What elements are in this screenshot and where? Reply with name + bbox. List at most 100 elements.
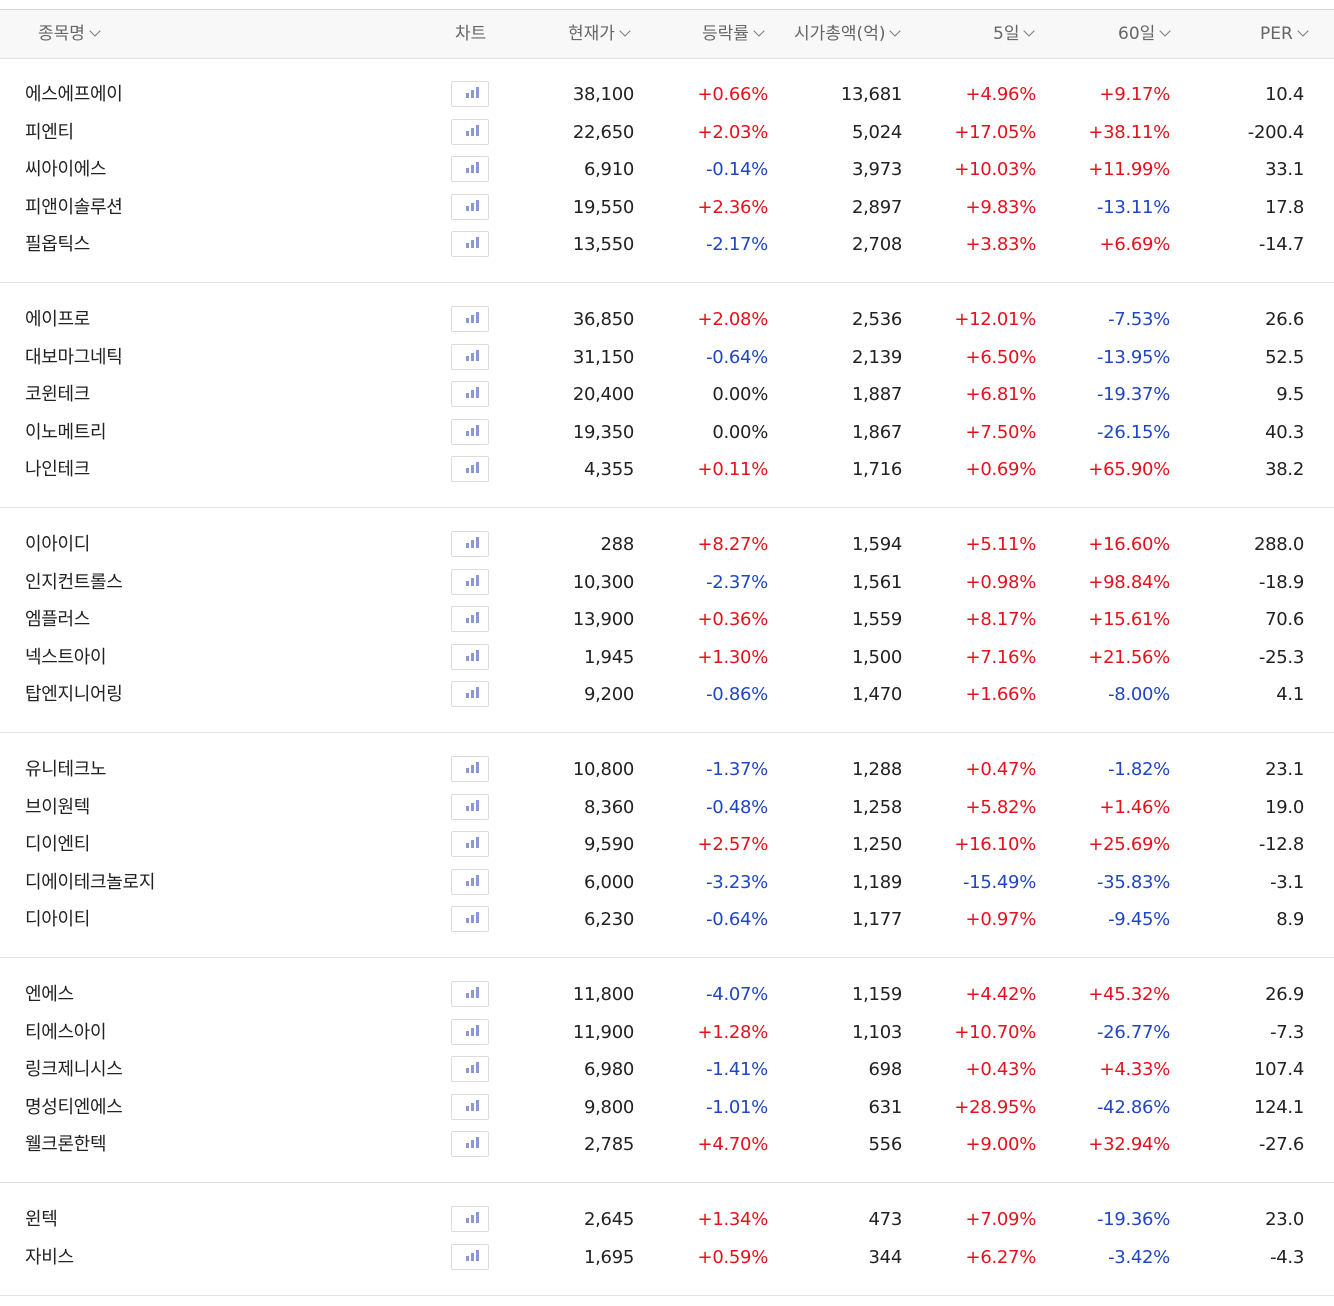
cell-d5: +10.70%: [954, 1021, 1036, 1043]
header-mcap[interactable]: 시가총액(억): [794, 10, 902, 58]
header-name[interactable]: 종목명: [38, 10, 101, 58]
bar-chart-icon[interactable]: [451, 681, 489, 708]
bar-chart-icon-bar: [466, 243, 469, 249]
table-row[interactable]: 엠플러스 13,900 +0.36% 1,559 +8.17% +15.61% 70.6: [0, 601, 1334, 639]
table-row[interactable]: 에스에프에이 38,100 +0.66% 13,681 +4.96% +9.17% 10.4: [0, 76, 1334, 114]
bar-chart-icon[interactable]: [451, 1243, 489, 1270]
chevron-down-icon: [1159, 25, 1171, 37]
table-row[interactable]: 디이엔티 9,590 +2.57% 1,250 +16.10% +25.69% -12.8: [0, 826, 1334, 864]
table-row[interactable]: 에이프로 36,850 +2.08% 2,536 +12.01% -7.53% 26.6: [0, 301, 1334, 339]
bar-chart-icon-bar: [471, 765, 474, 773]
bar-chart-icon[interactable]: [451, 343, 489, 370]
bar-chart-icon[interactable]: [451, 793, 489, 820]
stock-name[interactable]: 넥스트아이: [25, 646, 107, 668]
table-row[interactable]: 엔에스 11,800 -4.07% 1,159 +4.42% +45.32% 26.9: [0, 976, 1334, 1014]
stock-name[interactable]: 에이프로: [25, 309, 91, 330]
stock-name[interactable]: 탑엔지니어링: [25, 684, 123, 706]
table-row[interactable]: 필옵틱스 13,550 -2.17% 2,708 +3.83% +6.69% -14.7: [0, 226, 1334, 264]
cell-price: 2,645: [583, 1209, 634, 1230]
stock-name[interactable]: 에스에프에이: [25, 84, 123, 105]
bar-chart-icon[interactable]: [451, 868, 489, 895]
bar-chart-icon-bar: [471, 1252, 474, 1261]
stock-name[interactable]: 자비스: [25, 1246, 74, 1268]
bar-chart-icon[interactable]: [451, 156, 489, 183]
header-change[interactable]: 등락률: [702, 10, 765, 58]
table-row[interactable]: 넥스트아이 1,945 +1.30% 1,500 +7.16% +21.56% -25.3: [0, 639, 1334, 677]
stock-name[interactable]: 인지컨트롤스: [25, 571, 123, 593]
stock-name[interactable]: 엠플러스: [25, 609, 91, 631]
bar-chart-icon[interactable]: [451, 643, 489, 670]
table-row[interactable]: 브이원텍 8,360 -0.48% 1,258 +5.82% +1.46% 19.0: [0, 789, 1334, 827]
bar-chart-icon[interactable]: [451, 381, 489, 408]
bar-chart-icon[interactable]: [451, 831, 489, 858]
stock-name[interactable]: 씨아이에스: [25, 159, 107, 181]
table-row[interactable]: 코윈테크 20,400 0.00% 1,887 +6.81% -19.37% 9.5: [0, 376, 1334, 414]
bar-chart-icon[interactable]: [451, 981, 489, 1007]
stock-name[interactable]: 디아이티: [25, 909, 91, 931]
table-row[interactable]: 티에스아이 11,900 +1.28% 1,103 +10.70% -26.77% -7.3: [0, 1014, 1334, 1052]
bar-chart-icon[interactable]: [451, 756, 489, 782]
bar-chart-icon[interactable]: [451, 1131, 489, 1158]
bar-chart-icon[interactable]: [451, 193, 489, 220]
stock-name[interactable]: 코윈테크: [25, 384, 91, 406]
stock-name[interactable]: 디이엔티: [25, 834, 91, 856]
bar-chart-icon[interactable]: [451, 568, 489, 595]
stock-name[interactable]: 필옵틱스: [25, 234, 91, 256]
stock-name[interactable]: 디에이테크놀로지: [25, 871, 156, 893]
stock-name[interactable]: 유니테크노: [25, 759, 107, 780]
table-row[interactable]: 피앤이솔루션 19,550 +2.36% 2,897 +9.83% -13.11% 17.8: [0, 189, 1334, 227]
stock-name[interactable]: 이아이디: [25, 534, 91, 555]
cell-d5: +7.16%: [965, 646, 1037, 668]
header-5day[interactable]: 5일: [993, 10, 1036, 58]
bar-chart-icon[interactable]: [451, 1056, 489, 1083]
table-row[interactable]: 이아이디 288 +8.27% 1,594 +5.11% +16.60% 288.0: [0, 526, 1334, 564]
table-row[interactable]: 유니테크노 10,800 -1.37% 1,288 +0.47% -1.82% 23.1: [0, 751, 1334, 789]
table-row[interactable]: 디에이테크놀로지 6,000 -3.23% 1,189 -15.49% -35.83% -3…: [0, 864, 1334, 902]
stock-name[interactable]: 브이원텍: [25, 796, 91, 818]
bar-chart-icon[interactable]: [451, 231, 489, 258]
stock-name[interactable]: 윈텍: [25, 1209, 58, 1230]
cell-d60: -3.42%: [1108, 1246, 1170, 1268]
bar-chart-icon[interactable]: [451, 1018, 489, 1045]
bar-chart-icon[interactable]: [451, 81, 489, 107]
table-row[interactable]: 탑엔지니어링 9,200 -0.86% 1,470 +1.66% -8.00% 4.1: [0, 676, 1334, 714]
table-row[interactable]: 나인테크 4,355 +0.11% 1,716 +0.69% +65.90% 38.2: [0, 451, 1334, 489]
stock-name[interactable]: 명성티엔에스: [25, 1096, 123, 1118]
group-divider: [0, 1182, 1334, 1184]
table-row[interactable]: 인지컨트롤스 10,300 -2.37% 1,561 +0.98% +98.84% -18.…: [0, 564, 1334, 602]
table-row[interactable]: 윈텍 2,645 +1.34% 473 +7.09% -19.36% 23.0: [0, 1201, 1334, 1239]
cell-change: -0.48%: [706, 796, 768, 818]
header-per[interactable]: PER: [1260, 10, 1309, 58]
stock-name[interactable]: 엔에스: [25, 984, 74, 1005]
table-row[interactable]: 명성티엔에스 9,800 -1.01% 631 +28.95% -42.86% 124.1: [0, 1089, 1334, 1127]
bar-chart-icon-bar: [476, 687, 479, 699]
table-row[interactable]: 디아이티 6,230 -0.64% 1,177 +0.97% -9.45% 8.9: [0, 901, 1334, 939]
table-row[interactable]: 씨아이에스 6,910 -0.14% 3,973 +10.03% +11.99% 33.1: [0, 151, 1334, 189]
stock-name[interactable]: 링크제니시스: [25, 1059, 123, 1081]
stock-name[interactable]: 티에스아이: [25, 1021, 107, 1043]
bar-chart-icon[interactable]: [451, 606, 489, 633]
table-row[interactable]: 피엔티 22,650 +2.03% 5,024 +17.05% +38.11% -200.4: [0, 114, 1334, 152]
table-row[interactable]: 대보마그네틱 31,150 -0.64% 2,139 +6.50% -13.95% 52.5: [0, 339, 1334, 377]
table-row[interactable]: 이노메트리 19,350 0.00% 1,867 +7.50% -26.15% 40.3: [0, 414, 1334, 452]
bar-chart-icon[interactable]: [451, 418, 489, 445]
stock-name[interactable]: 나인테크: [25, 459, 91, 481]
table-row[interactable]: 웰크론한텍 2,785 +4.70% 556 +9.00% +32.94% -27.6: [0, 1126, 1334, 1164]
bar-chart-icon[interactable]: [451, 906, 489, 933]
stock-name[interactable]: 웰크론한텍: [25, 1134, 107, 1156]
bar-chart-icon[interactable]: [451, 306, 489, 332]
stock-name[interactable]: 대보마그네틱: [25, 346, 123, 368]
cell-mcap: 344: [868, 1246, 903, 1268]
table-row[interactable]: 자비스 1,695 +0.59% 344 +6.27% -3.42% -4.3: [0, 1239, 1334, 1277]
header-60day[interactable]: 60일: [1118, 10, 1171, 58]
header-price[interactable]: 현재가: [568, 10, 631, 58]
bar-chart-icon[interactable]: [451, 1206, 489, 1232]
stock-name[interactable]: 이노메트리: [25, 421, 107, 443]
table-row[interactable]: 링크제니시스 6,980 -1.41% 698 +0.43% +4.33% 107.4: [0, 1051, 1334, 1089]
bar-chart-icon[interactable]: [451, 118, 489, 145]
bar-chart-icon[interactable]: [451, 456, 489, 483]
bar-chart-icon[interactable]: [451, 531, 489, 557]
bar-chart-icon[interactable]: [451, 1093, 489, 1120]
stock-name[interactable]: 피엔티: [25, 121, 74, 143]
stock-name[interactable]: 피앤이솔루션: [25, 196, 123, 218]
